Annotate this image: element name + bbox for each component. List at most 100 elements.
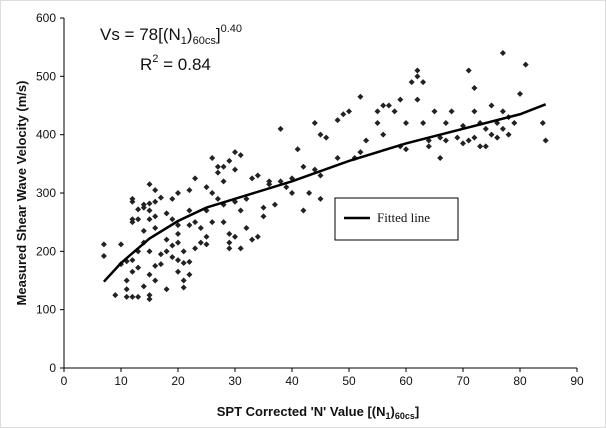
scatter-point: [180, 277, 187, 284]
scatter-point: [152, 198, 159, 205]
scatter-point: [186, 222, 193, 229]
scatter-point: [505, 131, 512, 138]
scatter-point: [357, 149, 364, 156]
scatter-point: [499, 125, 506, 132]
y-tick-label: 500: [36, 69, 56, 83]
scatter-point: [448, 108, 455, 115]
scatter-point: [243, 225, 250, 231]
x-tick-label: 50: [342, 374, 356, 388]
scatter-point: [403, 120, 409, 126]
scatter-point: [232, 166, 238, 173]
scatter-point: [226, 230, 233, 237]
scatter-point: [197, 225, 204, 231]
scatter-point: [169, 254, 176, 261]
scatter-point: [169, 242, 176, 249]
scatter-point: [522, 61, 529, 68]
r2-part: R: [140, 55, 152, 74]
scatter-point: [220, 178, 227, 185]
scatter-point: [249, 175, 256, 182]
scatter-point: [123, 277, 130, 284]
x-tick-label: 30: [228, 374, 242, 388]
scatter-point: [471, 85, 478, 91]
x-tick-label: 90: [570, 374, 584, 388]
scatter-point: [471, 134, 478, 141]
scatter-point: [482, 125, 489, 132]
scatter-point: [300, 163, 307, 170]
x-tick-label: 80: [513, 374, 527, 388]
scatter-point: [482, 143, 489, 150]
scatter-point: [163, 210, 170, 217]
scatter-point: [425, 143, 432, 150]
scatter-point: [129, 257, 136, 264]
scatter-point: [317, 172, 324, 179]
scatter-point: [414, 67, 421, 74]
legend-label: Fitted line: [377, 210, 430, 225]
scatter-point: [266, 178, 273, 185]
scatter-point: [175, 230, 181, 237]
scatter-point: [380, 131, 387, 138]
scatter-point: [180, 284, 187, 291]
scatter-point: [254, 233, 261, 240]
scatter-point: [237, 245, 244, 252]
scatter-point: [346, 108, 352, 115]
scatter-point: [152, 187, 159, 194]
scatter-point: [465, 67, 472, 74]
scatter-point: [471, 108, 478, 115]
scatter-point: [135, 206, 142, 213]
y-tick-label: 0: [49, 361, 56, 375]
y-tick-label: 400: [36, 128, 56, 142]
scatter-point: [260, 204, 267, 211]
scatter-point: [123, 293, 130, 300]
scatter-point: [152, 262, 159, 269]
scatter-point: [192, 219, 199, 226]
scatter-point: [157, 251, 164, 258]
scatter-point: [146, 296, 153, 303]
scatter-point: [175, 190, 181, 196]
scatter-point: [146, 292, 153, 299]
scatter-point: [214, 163, 221, 170]
scatter-point: [237, 152, 244, 159]
y-tick-label: 600: [36, 11, 56, 25]
y-tick-label: 100: [36, 303, 56, 317]
scatter-point: [140, 204, 147, 211]
scatter-point: [226, 245, 233, 252]
scatter-point: [323, 134, 330, 141]
scatter-point: [249, 236, 256, 243]
scatter-point: [357, 93, 364, 100]
scatter-point: [152, 213, 159, 220]
scatter-point: [209, 219, 216, 226]
scatter-point: [192, 175, 199, 182]
x-tick-label: 60: [399, 374, 413, 388]
scatter-point: [488, 102, 495, 109]
scatter-point: [163, 248, 170, 255]
scatter-point: [363, 137, 370, 144]
scatter-point: [539, 120, 546, 126]
eq-part: 60cs: [193, 35, 217, 47]
scatter-point: [420, 120, 427, 126]
scatter-point: [294, 146, 301, 153]
scatter-point: [209, 190, 216, 196]
scatter-point: [517, 90, 523, 97]
scatter-point: [163, 236, 170, 243]
scatter-point: [385, 102, 392, 109]
x-tick-label: 20: [171, 374, 185, 388]
y-tick-label: 300: [36, 186, 56, 200]
scatter-point: [186, 271, 193, 278]
scatter-point: [311, 120, 318, 126]
scatter-point: [129, 293, 136, 300]
scatter-point: [157, 261, 164, 268]
scatter-point: [499, 50, 506, 56]
scatter-point: [317, 131, 324, 138]
scatter-point: [169, 195, 176, 202]
scatter-point: [180, 260, 187, 266]
scatter-point: [129, 268, 136, 275]
scatter-point: [214, 169, 221, 176]
scatter-point: [431, 108, 438, 115]
scatter-point: [157, 194, 164, 201]
scatter-point: [374, 108, 381, 115]
scatter-point: [140, 227, 147, 234]
scatter-point: [334, 117, 341, 124]
scatter-point: [146, 216, 153, 223]
